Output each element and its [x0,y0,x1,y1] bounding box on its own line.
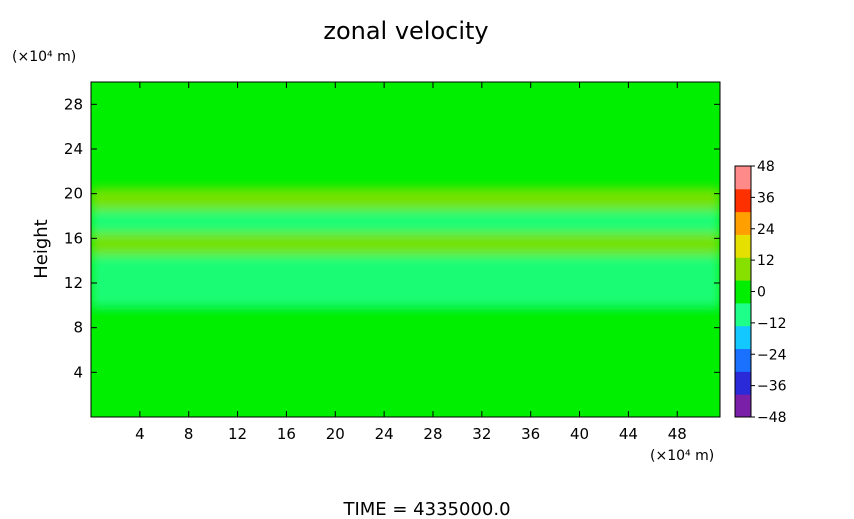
heatmap-band [91,210,720,233]
y-tick-label: 12 [64,274,83,292]
time-label: TIME = 4335000.0 [342,499,510,519]
y-tick-label: 28 [64,95,83,113]
heatmap-field [91,188,720,417]
x-axis-ticks: 4 8 12 16 20 24 28 32 36 40 44 48 [135,82,687,443]
y-tick-label: 20 [64,185,83,203]
colorbar-tick-label: 0 [757,285,766,301]
heatmap-band [91,338,720,417]
x-tick-label: 44 [619,425,638,443]
colorbar-segment [735,302,751,327]
colorbar-segment [735,166,751,190]
colorbar-tick-label: −12 [757,316,787,332]
colorbar-segment [735,280,751,304]
x-tick-label: 40 [570,425,589,443]
y-tick-label: 24 [64,140,83,158]
x-tick-label: 24 [375,425,394,443]
x-tick-label: 32 [472,425,491,443]
y-tick-label: 8 [73,319,83,337]
chart-title: zonal velocity [323,17,488,45]
x-tick-label: 4 [135,425,145,443]
heatmap-band [91,305,720,339]
x-tick-label: 16 [277,425,296,443]
x-tick-label: 8 [184,425,194,443]
x-unit-label: (×10⁴ m) [650,448,714,464]
y-unit-label: (×10⁴ m) [12,49,76,65]
plot-frame [90,81,721,418]
x-tick-label: 28 [423,425,442,443]
colorbar-segment [735,234,751,258]
colorbar-segment [735,325,751,350]
x-tick-label: 12 [228,425,247,443]
colorbar-segment [735,394,751,418]
heatmap-band [91,188,720,211]
x-tick-label: 20 [326,425,345,443]
colorbar-tick-label: 48 [757,159,775,175]
colorbar-segment [735,188,751,213]
colorbar-segment [735,257,751,281]
y-axis-ticks: 4 8 12 16 20 24 28 [64,95,720,381]
y-tick-label: 16 [64,229,83,247]
colorbar-segment [735,371,751,395]
colorbar-segment [735,348,751,372]
colorbar: 48 36 24 12 0 −12 −24 −36 −48 [734,159,787,426]
colorbar-tick-label: −36 [757,379,787,395]
colorbar-tick-label: 12 [757,253,775,269]
y-tick-label: 4 [73,363,83,381]
y-axis-label: Height [31,219,52,279]
heatmap-band [91,283,720,306]
heatmap-band [91,255,720,283]
x-tick-label: 36 [521,425,540,443]
colorbar-segment [735,211,751,235]
colorbar-tick-label: −48 [757,410,787,426]
x-tick-label: 48 [668,425,687,443]
colorbar-tick-label: 24 [757,222,775,238]
heatmap-band [91,232,720,256]
colorbar-tick-label: −24 [757,347,787,363]
colorbar-tick-label: 36 [757,190,775,206]
